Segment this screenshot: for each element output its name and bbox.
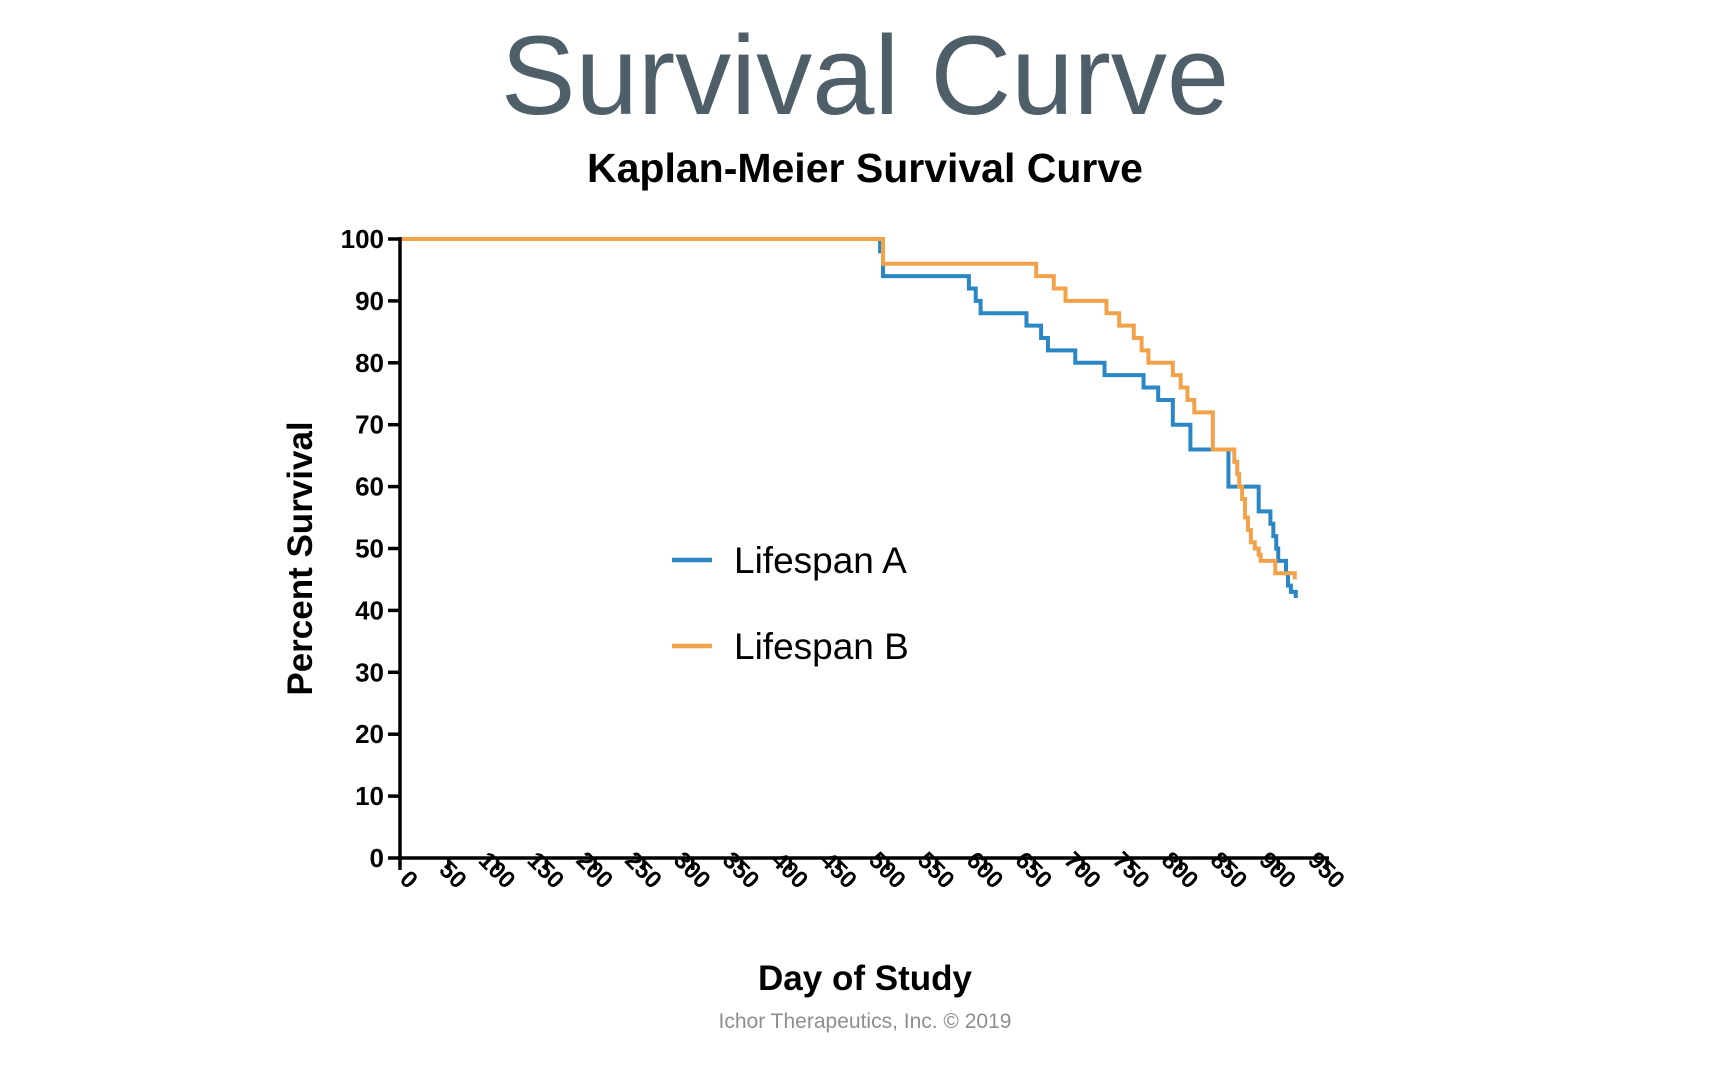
- y-tick-label: 0: [370, 843, 384, 873]
- x-tick-label: 500: [863, 847, 910, 894]
- slide-title: Survival Curve: [500, 13, 1230, 138]
- x-tick-label: 350: [717, 847, 764, 894]
- x-tick-label: 550: [912, 847, 959, 894]
- x-tick-label: 50: [434, 856, 472, 894]
- y-tick-label: 100: [341, 224, 384, 254]
- x-tick-label: 700: [1058, 847, 1105, 894]
- y-tick-label: 50: [355, 534, 384, 564]
- x-tick-label: 400: [766, 847, 813, 894]
- series-line-lifespan-b: [400, 237, 1297, 580]
- x-tick-label: 600: [961, 847, 1008, 894]
- y-tick-label: 10: [355, 781, 384, 811]
- x-tick-label: 850: [1205, 847, 1252, 894]
- y-tick-label: 90: [355, 286, 384, 316]
- y-ticks: 0 10 20 30 40 50 60 70 80 90 100: [341, 224, 400, 873]
- x-tick-label: 950: [1302, 847, 1349, 894]
- x-tick-label: 750: [1107, 847, 1154, 894]
- x-tick-label: 150: [522, 847, 569, 894]
- footer-copyright: Ichor Therapeutics, Inc. © 2019: [718, 1010, 1012, 1033]
- y-tick-label: 40: [355, 595, 384, 625]
- y-tick-label: 60: [355, 472, 384, 502]
- y-tick-label: 80: [355, 348, 384, 378]
- y-axis-label: Percent Survival: [281, 421, 320, 695]
- legend-label: Lifespan B: [734, 626, 909, 667]
- x-tick-label: 200: [571, 847, 618, 894]
- x-tick-label: 250: [619, 847, 666, 894]
- series-layer: [400, 237, 1298, 599]
- x-tick-label: 100: [473, 847, 520, 894]
- x-tick-label: 800: [1156, 847, 1203, 894]
- y-tick-label: 70: [355, 410, 384, 440]
- legend: Lifespan A Lifespan B: [672, 540, 909, 667]
- legend-label: Lifespan A: [734, 540, 907, 581]
- y-tick-label: 20: [355, 719, 384, 749]
- x-tick-label: 650: [1010, 847, 1057, 894]
- x-ticks: 0 50 100 150 200 250 300 350 400 450 500 550 600 650 7…: [394, 847, 1350, 894]
- y-tick-label: 30: [355, 657, 384, 687]
- chart-title: Kaplan-Meier Survival Curve: [587, 145, 1143, 191]
- x-tick-label: 450: [815, 847, 862, 894]
- series-line-lifespan-a: [400, 237, 1298, 599]
- x-tick-label: 900: [1254, 847, 1301, 894]
- x-axis-label: Day of Study: [758, 959, 972, 998]
- x-tick-label: 300: [668, 847, 715, 894]
